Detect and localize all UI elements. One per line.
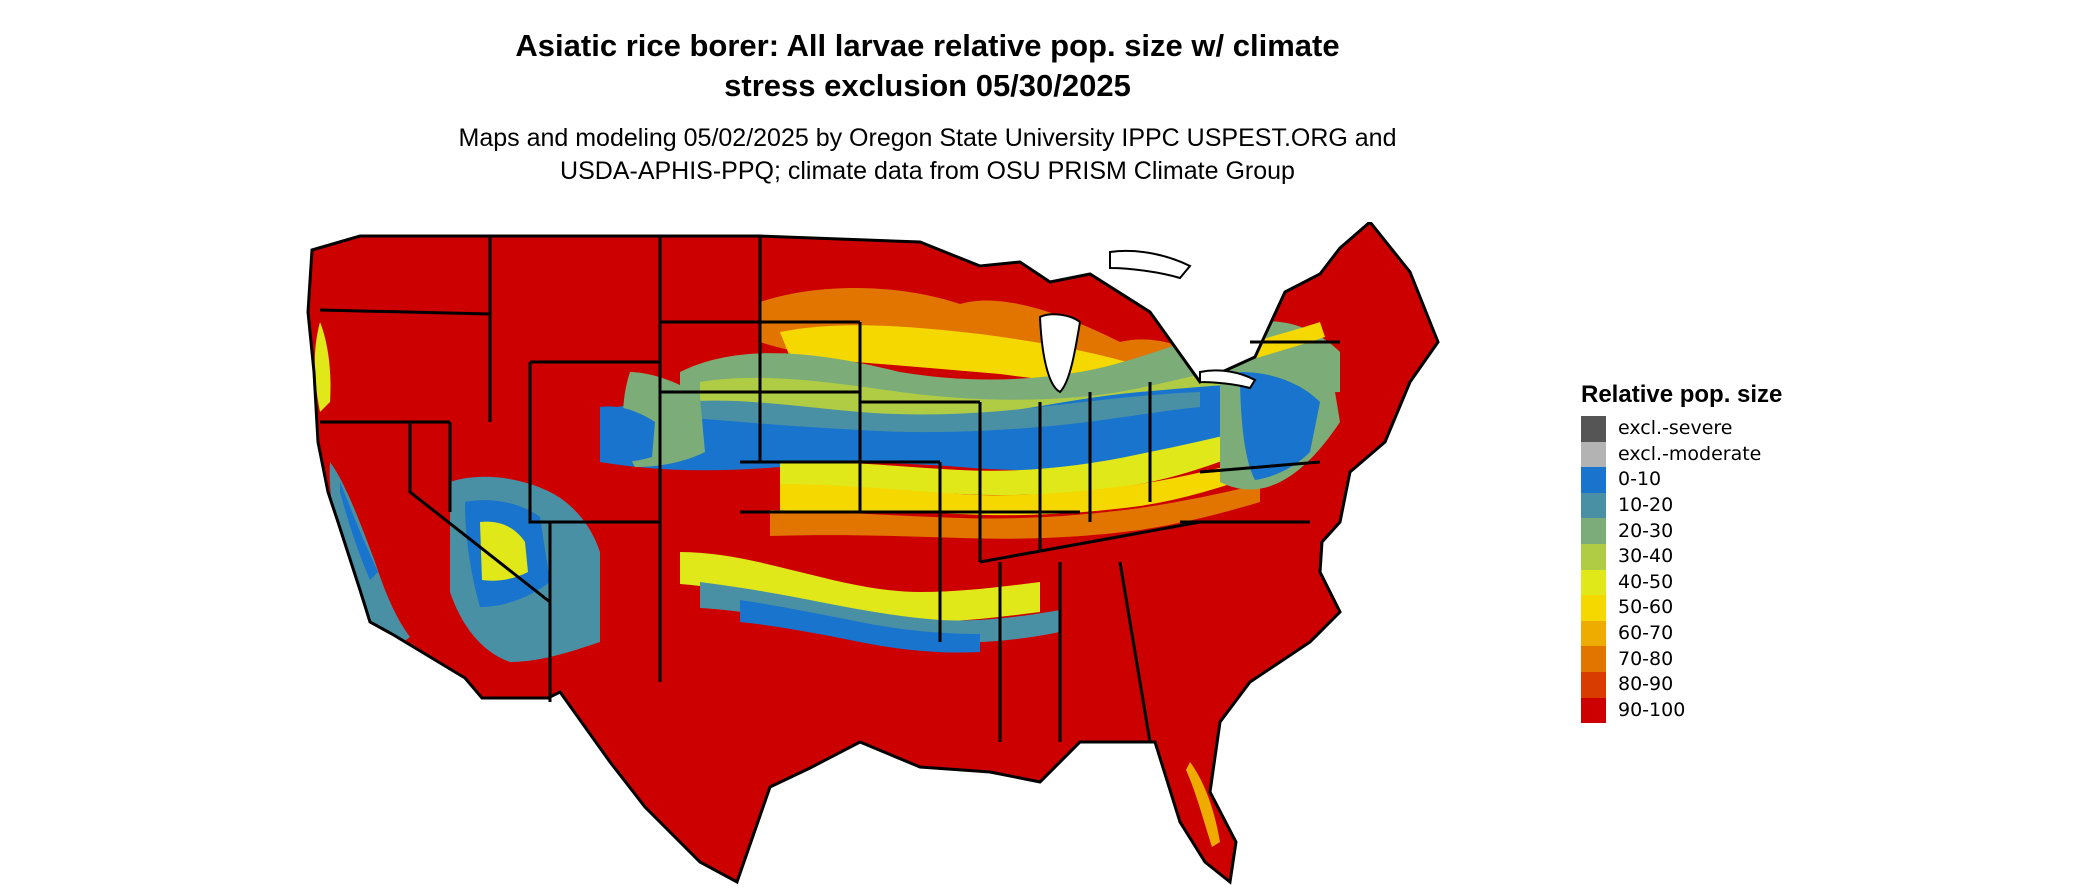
subtitle-line-1: Maps and modeling 05/02/2025 by Oregon S…: [458, 124, 1397, 152]
legend-swatch: [1581, 646, 1606, 672]
legend-label: excl.-moderate: [1618, 442, 1762, 465]
legend-item-10-20: 10-20: [1581, 492, 1881, 519]
legend-item-excl-moderate: excl.-moderate: [1581, 441, 1881, 468]
band-10-20: [680, 392, 1200, 433]
band-40-50: [780, 427, 1260, 496]
legend-item-60-70: 60-70: [1581, 620, 1881, 647]
title-line-1: Asiatic rice borer: All larvae relative …: [515, 28, 1340, 63]
border-tn-ky: [979, 520, 1201, 564]
legend-label: excl.-severe: [1618, 417, 1733, 440]
legend-label: 40-50: [1618, 570, 1674, 593]
title-line-2: stress exclusion 05/30/2025: [724, 68, 1131, 103]
great-lakes: [1038, 249, 1257, 394]
legend: Relative pop. size excl.-severe excl.-mo…: [1581, 380, 1881, 724]
legend-item-40-50: 40-50: [1581, 569, 1881, 596]
legend-title: Relative pop. size: [1581, 381, 1783, 408]
legend-swatch: [1581, 492, 1606, 519]
band-florida-orange: [1186, 762, 1220, 847]
legend-label: 30-40: [1618, 545, 1674, 568]
legend-items: excl.-severe excl.-moderate 0-10 10-20 2…: [1581, 416, 1881, 724]
legend-item-50-60: 50-60: [1581, 595, 1881, 621]
band-50-60-south: [780, 458, 1260, 516]
band-gulf-yellow: [680, 552, 1040, 622]
legend-label: 80-90: [1618, 673, 1674, 696]
legend-swatch: [1581, 569, 1606, 596]
us-population-map: [306, 222, 1440, 885]
map-subtitle: Maps and modeling 05/02/2025 by Oregon S…: [0, 122, 1855, 188]
legend-item-excl-severe: excl.-severe: [1581, 416, 1881, 442]
legend-swatch: [1581, 441, 1606, 468]
legend-swatch: [1581, 620, 1606, 647]
band-gulf-blue: [740, 600, 980, 653]
legend-swatch: [1581, 595, 1606, 621]
legend-swatch: [1581, 697, 1606, 724]
legend-item-30-40: 30-40: [1581, 543, 1881, 570]
border-wa-or: [319, 308, 491, 316]
lake-michigan: [1038, 313, 1082, 394]
legend-item-80-90: 80-90: [1581, 671, 1881, 698]
legend-swatch: [1581, 543, 1606, 570]
legend-label: 20-30: [1618, 519, 1674, 542]
legend-swatch: [1581, 416, 1606, 442]
band-front-range-blue: [600, 406, 655, 463]
legend-swatch: [1581, 518, 1606, 544]
lake-erie: [1199, 369, 1257, 390]
border-ut-co: [528, 362, 660, 524]
legend-label: 60-70: [1618, 622, 1674, 645]
lake-superior: [1109, 249, 1192, 280]
band-gulf-teal: [700, 582, 1060, 643]
state-borders: [306, 222, 1440, 885]
us-outline: [306, 222, 1440, 885]
border-ga-fl: [1118, 561, 1152, 743]
legend-item-90-100: 90-100: [1581, 697, 1881, 724]
legend-item-70-80: 70-80: [1581, 646, 1881, 672]
band-mid-atlantic-blue: [1240, 372, 1320, 480]
border-pa-md: [1199, 460, 1321, 474]
subtitle-line-2: USDA-APHIS-PPQ; climate data from OSU PR…: [560, 157, 1295, 185]
band-70-80-south: [770, 484, 1260, 539]
band-southwest-yellow: [480, 521, 528, 581]
map-title: Asiatic rice borer: All larvae relative …: [0, 26, 1855, 106]
legend-item-20-30: 20-30: [1581, 518, 1881, 544]
border-ca-nv: [408, 422, 551, 604]
band-california-blue: [340, 482, 378, 580]
legend-label: 70-80: [1618, 647, 1674, 670]
legend-label: 0-10: [1618, 468, 1662, 491]
legend-label: 50-60: [1618, 596, 1674, 619]
legend-label: 90-100: [1618, 698, 1686, 721]
band-coast-yellow: [314, 322, 331, 412]
legend-swatch: [1581, 671, 1606, 698]
legend-swatch: [1581, 467, 1606, 493]
legend-item-0-10: 0-10: [1581, 467, 1881, 493]
legend-label: 10-20: [1618, 494, 1674, 517]
